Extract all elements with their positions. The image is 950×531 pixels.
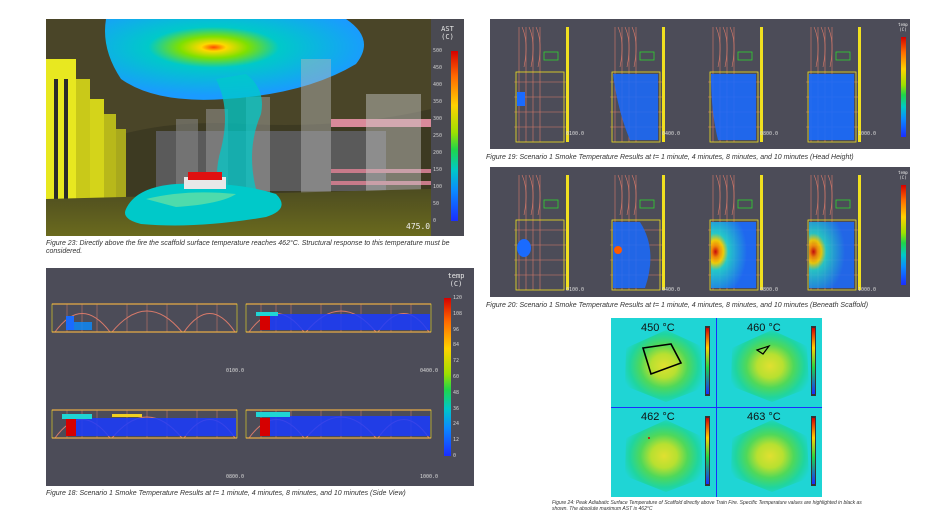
legend-tick-label: 36 bbox=[453, 405, 460, 412]
legend-tick-label: 250 bbox=[433, 133, 443, 139]
figure-18-render: 0100.0 0400.0 0800.0 1000.0 temp (C) 120… bbox=[46, 268, 474, 486]
legend-unit: (C) bbox=[899, 27, 907, 32]
figure-19-tile-3 bbox=[707, 21, 764, 148]
legend-tick-label: 108 bbox=[453, 310, 463, 317]
legend-unit: (C) bbox=[899, 175, 907, 180]
legend-title: AST bbox=[441, 25, 454, 33]
legend-tick-label: 300 bbox=[433, 116, 443, 122]
figure-23-legend: AST (C) 500 450 400 350 300 250 200 150 100 50 0 bbox=[431, 19, 464, 236]
figure-24-tile-3 bbox=[611, 408, 716, 497]
legend-tick-label: 100 bbox=[433, 184, 443, 190]
figure-19-time-1: 0100.0 bbox=[566, 131, 585, 137]
figure-24-tile-1 bbox=[611, 318, 716, 407]
legend-title: temp bbox=[898, 22, 908, 27]
figure-18-tile-1 bbox=[51, 289, 238, 336]
figure-18-caption: Figure 18: Scenario 1 Smoke Temperature … bbox=[46, 490, 406, 497]
figure-20-tile-3 bbox=[707, 169, 764, 296]
figure-19-tile-1 bbox=[513, 21, 570, 148]
figure-19-time-2: 0400.0 bbox=[662, 131, 681, 137]
legend-tick-label: 450 bbox=[433, 65, 443, 71]
legend-colorbar bbox=[444, 298, 451, 456]
figure-24-temp-2: 460 °C bbox=[747, 322, 781, 334]
figure-20-render: 0100.0 0400.0 0800.0 1000.0 temp (C) bbox=[490, 167, 910, 297]
figure-20-tile-2 bbox=[609, 169, 666, 296]
legend-unit: (C) bbox=[441, 33, 454, 41]
figure-24-temp-4: 463 °C bbox=[747, 411, 781, 423]
legend-tick-label: 150 bbox=[433, 167, 443, 173]
figure-19-legend: temp (C) bbox=[896, 19, 910, 149]
figure-23-timestamp: 475.0 bbox=[406, 222, 431, 231]
legend-tick-label: 60 bbox=[453, 374, 460, 380]
figure-20-caption: Figure 20: Scenario 1 Smoke Temperature … bbox=[486, 302, 869, 309]
legend-tick-label: 0 bbox=[433, 218, 437, 224]
figure-24-render: 450 °C 460 °C 462 °C 463 °C bbox=[611, 318, 822, 497]
legend-colorbar bbox=[901, 37, 906, 137]
figure-18-tiles bbox=[51, 289, 432, 442]
figure-18-tile-4 bbox=[245, 395, 432, 442]
legend-title: temp bbox=[898, 170, 908, 175]
figure-18-legend: temp (C) 120 108 96 84 72 60 48 36 24 12 0 bbox=[438, 268, 474, 486]
figure-19-tile-4 bbox=[805, 21, 862, 148]
legend-tick-label: 96 bbox=[453, 326, 460, 333]
legend-tick-label: 84 bbox=[453, 342, 460, 349]
figure-19-tile-2 bbox=[609, 21, 666, 148]
figure-19-render: 0100.0 0400.0 0800.0 1000.0 temp (C) bbox=[490, 19, 910, 149]
figure-18-time-3: 0800.0 bbox=[226, 474, 245, 480]
figure-18-tile-2 bbox=[245, 289, 432, 336]
figure-23-render: 475.0 AST (C) 500 450 400 350 300 250 200 150 10… bbox=[46, 19, 464, 236]
figure-18-time-2: 0400.0 bbox=[420, 368, 439, 374]
legend-tick-label: 24 bbox=[453, 421, 460, 428]
figure-19-tiles bbox=[513, 21, 862, 148]
figure-19-caption: Figure 19: Scenario 1 Smoke Temperature … bbox=[486, 154, 854, 161]
figure-20-time-2: 0400.0 bbox=[662, 287, 681, 293]
legend-tick-label: 12 bbox=[453, 437, 460, 444]
figure-20-tile-1 bbox=[513, 169, 570, 296]
legend-colorbar bbox=[901, 185, 906, 285]
figure-18-tile-3 bbox=[51, 395, 238, 442]
legend-tick-label: 50 bbox=[433, 201, 440, 207]
figure-23-scene bbox=[46, 19, 431, 236]
legend-tick-label: 400 bbox=[433, 82, 443, 88]
legend-title: temp bbox=[447, 272, 465, 280]
figure-24-tiles bbox=[611, 318, 822, 497]
figure-20-time-4: 1000.0 bbox=[858, 287, 877, 293]
figure-19-time-3: 0800.0 bbox=[760, 131, 779, 137]
legend-tick-label: 350 bbox=[433, 99, 443, 105]
figure-24-caption: Figure 24: Peak Adiabatic Surface Temper… bbox=[552, 500, 862, 512]
legend-tick-label: 0 bbox=[453, 453, 457, 459]
figure-20-time-3: 0800.0 bbox=[760, 287, 779, 293]
legend-tick-label: 120 bbox=[453, 295, 463, 301]
figure-20-time-1: 0100.0 bbox=[566, 287, 585, 293]
legend-unit: (C) bbox=[449, 280, 463, 288]
figure-18-time-1: 0100.0 bbox=[226, 368, 245, 374]
figure-23-caption: Figure 23: Directly above the fire the s… bbox=[46, 240, 450, 256]
legend-tick-label: 200 bbox=[433, 150, 443, 156]
legend-tick-label: 500 bbox=[433, 48, 443, 54]
figure-24-tile-2 bbox=[717, 318, 822, 407]
legend-colorbar bbox=[451, 51, 458, 221]
figure-24-temp-3: 462 °C bbox=[641, 411, 675, 423]
figure-18-time-4: 1000.0 bbox=[420, 474, 439, 480]
figure-20-tile-4 bbox=[805, 169, 862, 296]
figure-24-temp-1: 450 °C bbox=[641, 322, 675, 334]
figure-20-legend: temp (C) bbox=[896, 167, 910, 297]
figure-20-tiles bbox=[513, 169, 862, 296]
legend-tick-label: 48 bbox=[453, 389, 460, 396]
legend-tick-label: 72 bbox=[453, 358, 460, 365]
figure-19-time-4: 1000.0 bbox=[858, 131, 877, 137]
